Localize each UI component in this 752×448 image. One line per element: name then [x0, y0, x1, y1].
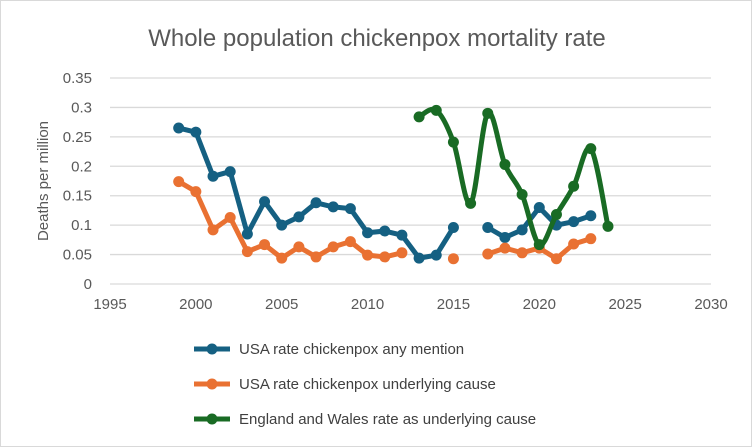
data-point [310, 197, 322, 209]
data-point [447, 136, 459, 148]
data-point [276, 219, 288, 231]
x-tick-label: 2020 [523, 296, 556, 313]
series-1 [173, 176, 597, 265]
data-point [241, 246, 253, 258]
data-point [516, 247, 528, 259]
data-point [447, 253, 459, 265]
data-point [344, 236, 356, 248]
data-point [482, 221, 494, 233]
y-tick-label: 0.3 [71, 99, 92, 116]
series-line [176, 125, 456, 261]
y-tick-label: 0.05 [63, 247, 92, 264]
data-point [516, 224, 528, 236]
y-tick-label: 0 [84, 276, 92, 293]
data-point [293, 211, 305, 223]
data-point [207, 170, 219, 182]
data-point [190, 186, 202, 198]
data-point [430, 249, 442, 261]
data-point [190, 126, 202, 138]
data-point [602, 220, 614, 232]
data-point [516, 189, 528, 201]
x-tick-label: 2030 [694, 296, 727, 313]
data-point [585, 143, 597, 155]
data-point [362, 227, 374, 239]
data-point [568, 238, 580, 250]
data-point [499, 159, 511, 171]
data-point [499, 242, 511, 254]
data-point [396, 229, 408, 241]
data-point [241, 228, 253, 240]
x-tick-label: 2005 [265, 296, 298, 313]
data-point [224, 166, 236, 178]
data-point [482, 248, 494, 260]
data-point [207, 224, 219, 236]
data-point [413, 111, 425, 123]
data-point [310, 251, 322, 263]
data-point [173, 122, 185, 134]
data-point [482, 107, 494, 119]
data-point [585, 233, 597, 245]
legend-marker [206, 413, 218, 425]
data-point [585, 210, 597, 222]
chart-title: Whole population chickenpox mortality ra… [148, 25, 606, 52]
data-point [327, 201, 339, 213]
data-point [499, 232, 511, 244]
data-point [568, 180, 580, 192]
data-point [259, 196, 271, 208]
x-tick-label: 1995 [93, 296, 126, 313]
x-tick-label: 2025 [608, 296, 641, 313]
legend-item: England and Wales rate as underlying cau… [194, 411, 536, 428]
y-tick-label: 0.35 [63, 70, 92, 87]
y-tick-label: 0.15 [63, 188, 92, 205]
x-tick-label: 2015 [437, 296, 470, 313]
data-point [344, 203, 356, 215]
y-tick-label: 0.1 [71, 217, 92, 234]
data-point [276, 252, 288, 264]
data-point [550, 209, 562, 221]
series-2 [413, 104, 614, 251]
y-axis-label: Deaths per million [35, 121, 52, 241]
data-point [396, 247, 408, 259]
legend-label: England and Wales rate as underlying cau… [239, 411, 536, 428]
data-point [413, 252, 425, 264]
data-point [173, 176, 185, 188]
data-point [379, 225, 391, 237]
y-tick-label: 0.25 [63, 129, 92, 146]
data-point [430, 104, 442, 116]
legend-item: USA rate chickenpox any mention [194, 341, 464, 358]
legend-item: USA rate chickenpox underlying cause [194, 376, 496, 393]
data-point [465, 197, 477, 209]
x-tick-label: 2010 [351, 296, 384, 313]
data-point [293, 241, 305, 253]
data-point [379, 251, 391, 263]
series-0 [173, 122, 597, 264]
data-point [533, 201, 545, 213]
y-tick-label: 0.2 [71, 158, 92, 175]
data-point [550, 253, 562, 265]
x-tick-label: 2000 [179, 296, 212, 313]
legend-marker [206, 343, 218, 355]
data-point [327, 241, 339, 253]
legend-marker [206, 378, 218, 390]
data-point [259, 239, 271, 251]
legend-label: USA rate chickenpox any mention [239, 341, 464, 358]
data-point [447, 221, 459, 233]
data-point [224, 211, 236, 223]
data-point [568, 216, 580, 228]
data-point [533, 239, 545, 251]
data-point [362, 249, 374, 261]
legend-label: USA rate chickenpox underlying cause [239, 376, 496, 393]
